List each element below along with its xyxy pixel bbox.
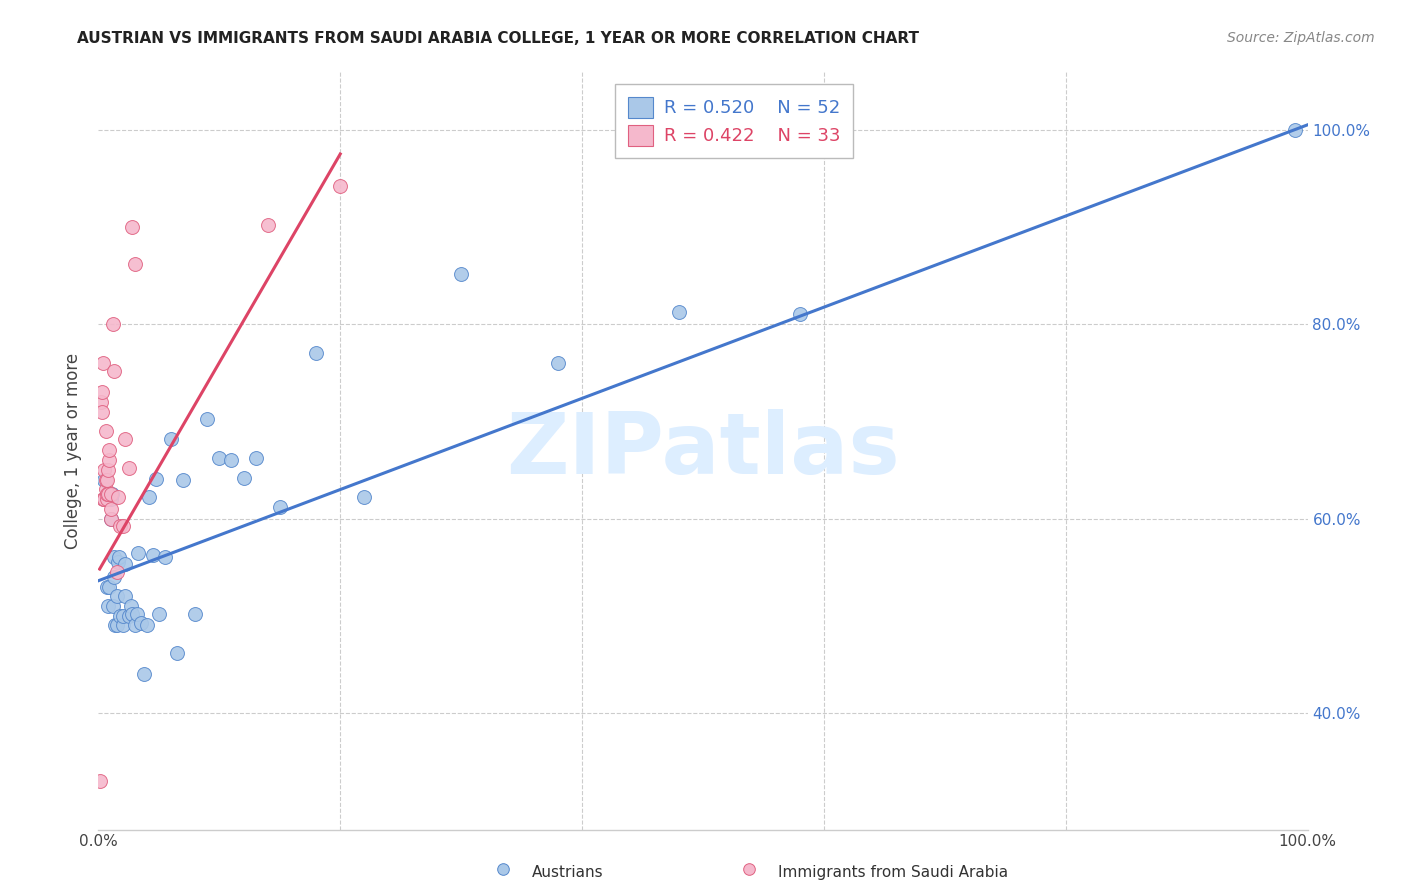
Point — [221, 453, 243, 467]
Point — [184, 607, 207, 621]
Point — [547, 356, 569, 370]
Point — [121, 219, 143, 234]
Point — [148, 607, 170, 621]
Text: Immigrants from Saudi Arabia: Immigrants from Saudi Arabia — [778, 865, 1008, 880]
Point — [103, 570, 125, 584]
Point — [98, 443, 121, 458]
Point — [111, 608, 134, 623]
Point — [114, 589, 136, 603]
Point — [96, 487, 118, 501]
Point — [96, 473, 118, 487]
Point — [138, 490, 160, 504]
Point — [245, 451, 267, 466]
Point — [103, 550, 125, 565]
Point — [107, 555, 129, 569]
Point — [104, 618, 127, 632]
Point — [103, 364, 125, 378]
Point — [160, 432, 183, 446]
Point — [450, 267, 472, 281]
Point — [108, 608, 131, 623]
Point — [111, 519, 134, 533]
Point — [127, 607, 149, 621]
Point — [118, 461, 141, 475]
Point — [91, 356, 114, 370]
Point — [134, 667, 156, 681]
Point — [153, 550, 176, 565]
Point — [111, 618, 134, 632]
Point — [93, 473, 115, 487]
Point — [127, 545, 149, 559]
Point — [107, 490, 129, 504]
Point — [105, 565, 128, 579]
Point — [100, 501, 122, 516]
Point — [98, 453, 121, 467]
Y-axis label: College, 1 year or more: College, 1 year or more — [65, 352, 83, 549]
Point — [329, 179, 352, 194]
Point — [129, 616, 152, 631]
Point — [89, 774, 111, 789]
Point — [91, 404, 114, 418]
Point — [100, 487, 122, 501]
Point — [97, 487, 120, 501]
Point — [114, 557, 136, 572]
Point — [94, 483, 117, 497]
Point — [135, 618, 157, 632]
Point — [94, 424, 117, 438]
Text: Source: ZipAtlas.com: Source: ZipAtlas.com — [1227, 31, 1375, 45]
Point — [208, 451, 231, 466]
Point — [97, 599, 120, 613]
Point — [789, 307, 811, 321]
Point — [142, 549, 165, 563]
Point — [101, 317, 124, 331]
Point — [118, 608, 141, 623]
Point — [114, 432, 136, 446]
Text: AUSTRIAN VS IMMIGRANTS FROM SAUDI ARABIA COLLEGE, 1 YEAR OR MORE CORRELATION CHA: AUSTRIAN VS IMMIGRANTS FROM SAUDI ARABIA… — [77, 31, 920, 46]
Point — [91, 385, 114, 400]
Point — [668, 305, 690, 319]
Point — [492, 862, 515, 876]
Point — [108, 550, 131, 565]
Legend: R = 0.520    N = 52, R = 0.422    N = 33: R = 0.520 N = 52, R = 0.422 N = 33 — [616, 84, 853, 159]
Point — [738, 862, 761, 876]
Point — [93, 491, 115, 506]
Point — [1284, 122, 1306, 136]
Point — [105, 618, 128, 632]
Point — [101, 599, 124, 613]
Text: ZIPatlas: ZIPatlas — [506, 409, 900, 492]
Point — [256, 218, 278, 232]
Point — [124, 257, 146, 271]
Point — [172, 473, 194, 487]
Point — [120, 599, 142, 613]
Point — [305, 346, 328, 360]
Point — [98, 580, 121, 594]
Point — [195, 412, 218, 426]
Point — [232, 471, 254, 485]
Point — [100, 511, 122, 525]
Point — [100, 511, 122, 525]
Point — [353, 490, 375, 504]
Point — [108, 519, 131, 533]
Point — [121, 607, 143, 621]
Point — [93, 463, 115, 477]
Point — [166, 646, 188, 660]
Point — [105, 589, 128, 603]
Point — [145, 472, 167, 486]
Point — [100, 491, 122, 506]
Point — [96, 580, 118, 594]
Text: Austrians: Austrians — [531, 865, 603, 880]
Point — [94, 473, 117, 487]
Point — [90, 395, 112, 409]
Point — [91, 491, 114, 506]
Point — [100, 487, 122, 501]
Point — [97, 463, 120, 477]
Point — [269, 500, 291, 514]
Point — [93, 491, 115, 506]
Point — [124, 618, 146, 632]
Point — [96, 491, 118, 506]
